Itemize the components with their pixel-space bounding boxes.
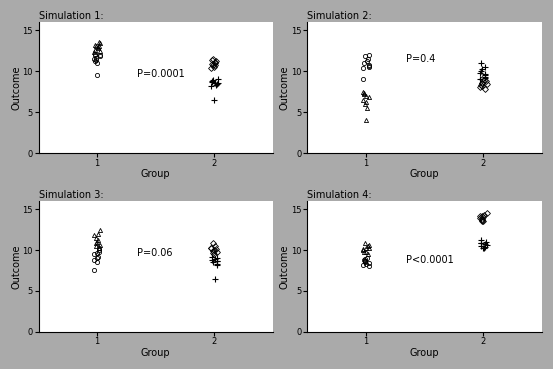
X-axis label: Group: Group	[410, 169, 440, 179]
Y-axis label: Outcome: Outcome	[11, 244, 21, 289]
Y-axis label: Outcome: Outcome	[280, 244, 290, 289]
Y-axis label: Outcome: Outcome	[11, 65, 21, 110]
Text: Simulation 3:: Simulation 3:	[39, 190, 103, 200]
Text: Simulation 4:: Simulation 4:	[307, 190, 372, 200]
Text: P=0.0001: P=0.0001	[137, 69, 185, 79]
X-axis label: Group: Group	[410, 348, 440, 358]
Text: P=0.4: P=0.4	[406, 54, 435, 63]
Text: Simulation 1:: Simulation 1:	[39, 11, 103, 21]
X-axis label: Group: Group	[141, 169, 171, 179]
X-axis label: Group: Group	[141, 348, 171, 358]
Text: P<0.0001: P<0.0001	[406, 255, 453, 265]
Text: Simulation 2:: Simulation 2:	[307, 11, 372, 21]
Text: P=0.06: P=0.06	[137, 248, 173, 258]
Y-axis label: Outcome: Outcome	[280, 65, 290, 110]
